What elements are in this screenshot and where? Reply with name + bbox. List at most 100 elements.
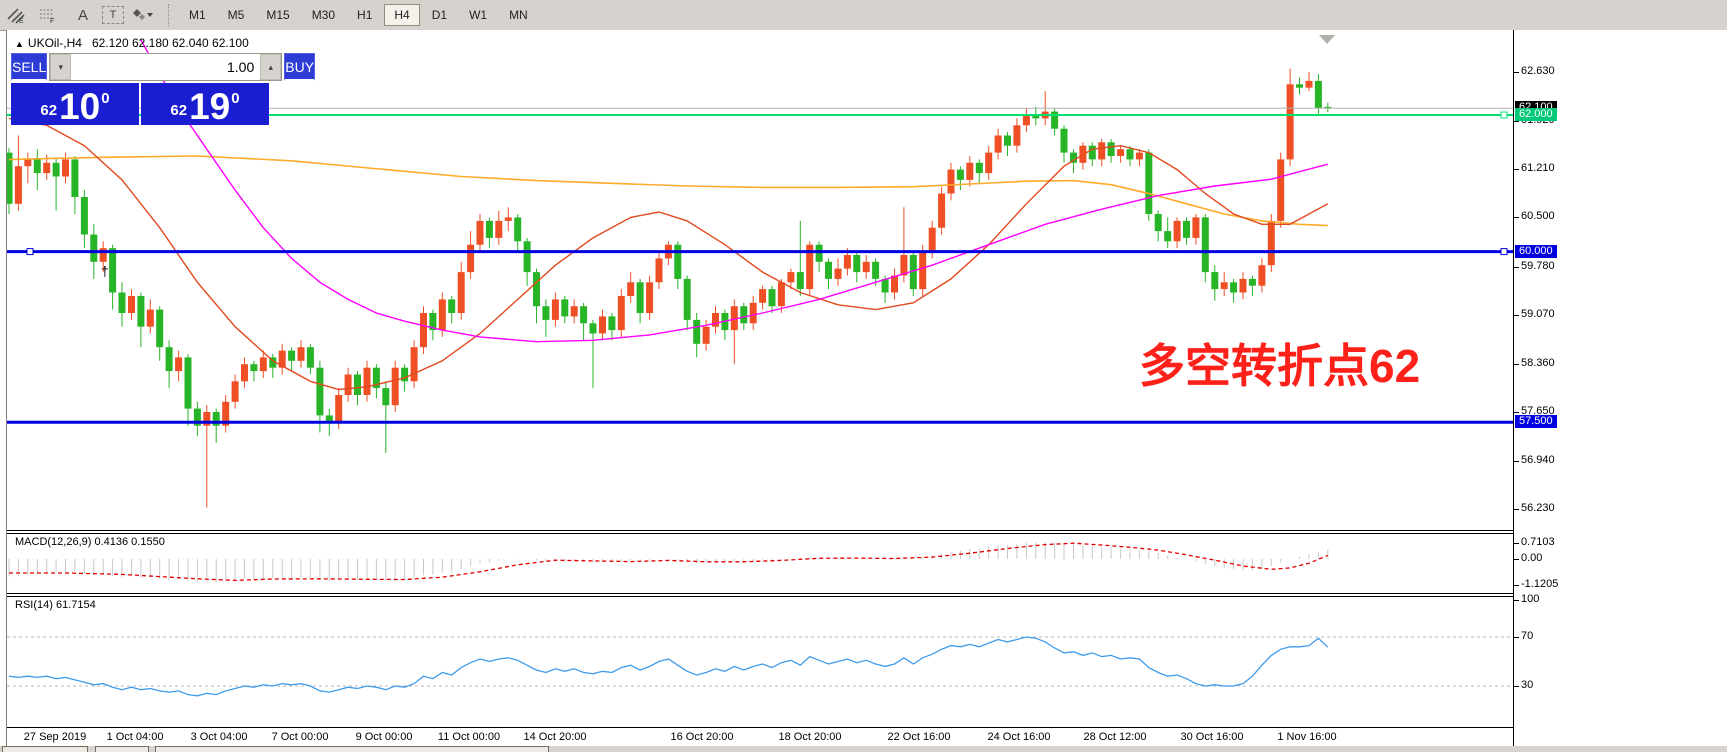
- candle-body: [62, 159, 69, 177]
- candle-body: [1107, 142, 1115, 156]
- candle-body: [391, 367, 399, 406]
- candle-body: [975, 162, 983, 174]
- line-handle[interactable]: [1500, 248, 1508, 256]
- candle-body: [1135, 152, 1143, 160]
- tab-timeframe-m15[interactable]: M15: [266, 8, 290, 22]
- tab-timeframe-m5[interactable]: M5: [227, 8, 245, 22]
- chart-toolbar: E F A T M1 M5 M15 M30 H1 H4 D1 W1: [0, 0, 1727, 31]
- candle-body: [354, 374, 361, 395]
- candle-body: [1154, 214, 1162, 232]
- candle-body: [514, 217, 522, 242]
- candle-body: [52, 162, 60, 177]
- candle-body: [636, 282, 644, 313]
- candle-body: [467, 244, 475, 273]
- candle-body: [269, 357, 277, 368]
- candle-body: [43, 162, 51, 174]
- chart-object-cross[interactable]: †: [101, 263, 109, 279]
- candle-body: [156, 309, 164, 348]
- candle-body: [1145, 152, 1153, 214]
- tab-timeframe-m30[interactable]: M30: [311, 8, 336, 22]
- candle-body: [1032, 115, 1040, 119]
- volume-input[interactable]: [71, 54, 261, 80]
- buy-button[interactable]: BUY: [284, 53, 316, 81]
- channel-tool-icon[interactable]: E: [6, 4, 32, 26]
- main-chart-canvas[interactable]: [7, 30, 1513, 529]
- candle-body: [344, 374, 352, 395]
- buy-price-box[interactable]: 62 19 0: [141, 83, 269, 125]
- candle-body: [448, 299, 456, 313]
- sell-button[interactable]: SELL: [11, 53, 48, 81]
- rsi-axis-tick: 100: [1513, 593, 1540, 606]
- candle-body: [410, 347, 418, 382]
- sell-price-box[interactable]: 62 10 0: [11, 83, 139, 125]
- chart-shift-marker-icon[interactable]: [1319, 35, 1335, 44]
- arrows-tool-icon[interactable]: [130, 4, 156, 26]
- fibonacci-tool-icon[interactable]: F: [38, 4, 64, 26]
- line-handle[interactable]: [1500, 111, 1508, 119]
- time-axis-label: 24 Oct 16:00: [987, 731, 1051, 743]
- candle-body: [401, 367, 409, 382]
- tab-timeframe-w1[interactable]: W1: [469, 8, 488, 22]
- collapse-triangle-icon[interactable]: ▲: [15, 39, 24, 49]
- line-handle[interactable]: [26, 248, 34, 256]
- candle-body: [589, 323, 597, 334]
- macd-pane-canvas[interactable]: [7, 534, 1513, 593]
- candle-body: [891, 275, 898, 293]
- one-click-trade-panel: SELL ▾ ▴ BUY 62 10 0 62 19 0: [11, 53, 316, 125]
- time-axis[interactable]: 27 Sep 2019 1 Oct 04:00 3 Oct 04:00 7 Oct 0…: [7, 727, 1727, 747]
- candle-body: [608, 316, 616, 331]
- candle-body: [137, 296, 145, 327]
- candle-body: [1314, 80, 1322, 109]
- candle-body: [1277, 159, 1285, 221]
- chart-area[interactable]: ▲ UKOil-,H4 62.120 62.180 62.040 62.100 SE…: [6, 30, 1727, 747]
- pane-separator[interactable]: [7, 593, 1727, 594]
- candle-body: [485, 220, 493, 238]
- pane-separator[interactable]: [7, 533, 1727, 534]
- candle-body: [919, 251, 927, 290]
- rsi-line[interactable]: [8, 636, 1329, 697]
- taskbar-segment[interactable]: [155, 746, 549, 752]
- candle-body: [1070, 152, 1077, 163]
- chart-title: ▲ UKOil-,H4 62.120 62.180 62.040 62.100: [15, 36, 249, 50]
- candle-body: [495, 220, 503, 238]
- rsi-pane-canvas[interactable]: [7, 597, 1513, 727]
- candle-body: [184, 357, 192, 409]
- tab-timeframe-d1[interactable]: D1: [431, 8, 448, 22]
- time-axis-label: 3 Oct 04:00: [190, 731, 248, 743]
- candle-body: [1117, 149, 1125, 156]
- taskbar-segment[interactable]: [2, 746, 88, 752]
- pane-separator[interactable]: [7, 530, 1727, 531]
- candle-body: [250, 364, 258, 372]
- tab-timeframe-mn[interactable]: MN: [509, 8, 528, 22]
- svg-text:F: F: [50, 18, 54, 24]
- buy-price-prefix: 62: [170, 102, 188, 119]
- candle-body: [551, 299, 559, 320]
- candle-body: [372, 367, 380, 389]
- candle-body: [523, 241, 531, 273]
- volume-increase-button[interactable]: ▴: [260, 54, 282, 80]
- price-axis[interactable]: 62.63061.92061.21060.50059.78059.07058.3…: [1513, 30, 1727, 746]
- candle-body: [702, 326, 710, 344]
- toolbar-separator: [168, 4, 170, 26]
- macd-signal-line[interactable]: [9, 542, 1329, 582]
- moving-average-magenta[interactable]: [140, 39, 1328, 343]
- text-tool-icon[interactable]: A: [77, 6, 88, 24]
- tab-timeframe-h4[interactable]: H4: [384, 4, 420, 26]
- moving-average-red[interactable]: [8, 117, 1329, 391]
- moving-average-orange[interactable]: [8, 155, 1328, 227]
- candle-body: [712, 313, 719, 327]
- candle-body: [222, 401, 230, 426]
- candle-body: [796, 272, 804, 290]
- candle-body: [1173, 220, 1181, 242]
- candle-body: [335, 395, 343, 423]
- pane-separator[interactable]: [7, 596, 1727, 597]
- sell-price-prefix: 62: [40, 102, 58, 119]
- candle-body: [853, 255, 861, 273]
- taskbar-segment[interactable]: [95, 746, 149, 752]
- candle-body: [146, 309, 154, 327]
- label-tool-icon[interactable]: T: [102, 6, 124, 24]
- volume-decrease-button[interactable]: ▾: [50, 54, 72, 80]
- tab-timeframe-h1[interactable]: H1: [357, 8, 373, 22]
- candle-body: [420, 313, 427, 348]
- tab-timeframe-m1[interactable]: M1: [189, 8, 206, 22]
